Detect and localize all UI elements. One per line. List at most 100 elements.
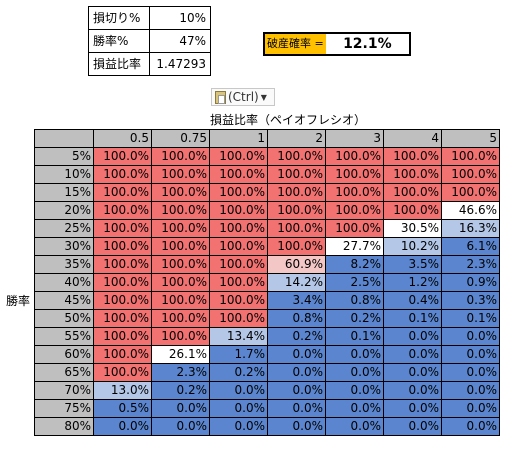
table-cell[interactable]: 13.0% (93, 381, 152, 400)
row-header[interactable]: 70% (34, 381, 94, 400)
table-cell[interactable]: 0.0% (441, 345, 500, 364)
table-cell[interactable]: 14.2% (267, 273, 326, 292)
table-cell[interactable]: 100.0% (93, 291, 152, 310)
table-cell[interactable]: 100.0% (209, 183, 268, 202)
table-cell[interactable]: 0.0% (325, 345, 384, 364)
ruin-probability-box[interactable]: 破産確率 = 12.1% (263, 32, 411, 56)
table-cell[interactable]: 0.2% (151, 381, 210, 400)
table-cell[interactable]: 100.0% (93, 201, 152, 220)
table-cell[interactable]: 100.0% (209, 255, 268, 274)
table-cell[interactable]: 100.0% (93, 345, 152, 364)
table-cell[interactable]: 100.0% (267, 219, 326, 238)
table-cell[interactable]: 2.3% (151, 363, 210, 382)
table-cell[interactable]: 100.0% (151, 327, 210, 346)
column-header[interactable]: 5 (441, 129, 500, 148)
table-cell[interactable]: 100.0% (93, 255, 152, 274)
row-header[interactable]: 25% (34, 219, 94, 238)
table-cell[interactable]: 30.5% (383, 219, 442, 238)
row-header[interactable]: 15% (34, 183, 94, 202)
table-cell[interactable]: 27.7% (325, 237, 384, 256)
row-header[interactable]: 65% (34, 363, 94, 382)
row-header[interactable]: 10% (34, 165, 94, 184)
table-cell[interactable]: 0.0% (209, 381, 268, 400)
row-header[interactable]: 75% (34, 399, 94, 418)
table-cell[interactable]: 0.2% (325, 309, 384, 328)
table-cell[interactable]: 1.7% (209, 345, 268, 364)
param-label[interactable]: 損益比率 (88, 52, 150, 76)
table-cell[interactable]: 100.0% (325, 165, 384, 184)
table-cell[interactable]: 100.0% (267, 201, 326, 220)
table-cell[interactable]: 8.2% (325, 255, 384, 274)
table-cell[interactable]: 26.1% (151, 345, 210, 364)
table-cell[interactable]: 100.0% (325, 183, 384, 202)
column-header[interactable]: 0.5 (93, 129, 152, 148)
table-cell[interactable]: 0.9% (441, 273, 500, 292)
table-cell[interactable]: 100.0% (383, 147, 442, 166)
table-cell[interactable]: 100.0% (267, 183, 326, 202)
table-cell[interactable]: 0.0% (441, 417, 500, 436)
table-cell[interactable]: 100.0% (151, 309, 210, 328)
param-label[interactable]: 勝率% (88, 29, 150, 53)
table-cell[interactable]: 100.0% (209, 147, 268, 166)
table-cell[interactable]: 100.0% (93, 273, 152, 292)
table-cell[interactable]: 0.0% (383, 381, 442, 400)
table-cell[interactable]: 0.1% (325, 327, 384, 346)
column-header[interactable]: 4 (383, 129, 442, 148)
column-header[interactable]: 0.75 (151, 129, 210, 148)
table-cell[interactable]: 100.0% (151, 165, 210, 184)
param-value[interactable]: 10% (149, 6, 211, 30)
table-cell[interactable]: 0.0% (383, 345, 442, 364)
table-cell[interactable]: 0.0% (441, 363, 500, 382)
table-cell[interactable]: 0.2% (267, 327, 326, 346)
table-cell[interactable]: 0.0% (325, 363, 384, 382)
table-cell[interactable]: 100.0% (151, 147, 210, 166)
table-cell[interactable]: 0.0% (383, 417, 442, 436)
table-cell[interactable]: 100.0% (441, 183, 500, 202)
table-cell[interactable]: 0.1% (441, 309, 500, 328)
table-cell[interactable]: 1.2% (383, 273, 442, 292)
table-cell[interactable]: 100.0% (93, 363, 152, 382)
table-cell[interactable]: 100.0% (325, 219, 384, 238)
row-header[interactable]: 40% (34, 273, 94, 292)
param-value[interactable]: 47% (149, 29, 211, 53)
table-cell[interactable]: 100.0% (441, 165, 500, 184)
column-header[interactable]: 2 (267, 129, 326, 148)
table-cell[interactable]: 100.0% (209, 201, 268, 220)
row-header[interactable]: 80% (34, 417, 94, 436)
table-cell[interactable]: 100.0% (151, 183, 210, 202)
table-cell[interactable]: 46.6% (441, 201, 500, 220)
table-cell[interactable]: 100.0% (151, 219, 210, 238)
row-header[interactable]: 20% (34, 201, 94, 220)
table-cell[interactable]: 0.5% (93, 399, 152, 418)
table-cell[interactable]: 100.0% (209, 237, 268, 256)
table-cell[interactable]: 0.0% (151, 417, 210, 436)
table-cell[interactable]: 100.0% (383, 165, 442, 184)
table-cell[interactable]: 0.0% (267, 417, 326, 436)
table-cell[interactable]: 0.1% (383, 309, 442, 328)
table-cell[interactable]: 0.0% (441, 381, 500, 400)
table-cell[interactable]: 0.0% (267, 345, 326, 364)
table-cell[interactable]: 0.0% (93, 417, 152, 436)
table-cell[interactable]: 0.0% (267, 381, 326, 400)
row-header[interactable]: 5% (34, 147, 94, 166)
table-cell[interactable]: 0.2% (209, 363, 268, 382)
table-cell[interactable]: 100.0% (151, 237, 210, 256)
table-cell[interactable]: 0.0% (383, 363, 442, 382)
table-cell[interactable]: 100.0% (325, 147, 384, 166)
table-cell[interactable]: 100.0% (267, 147, 326, 166)
param-value[interactable]: 1.47293 (149, 52, 211, 76)
table-cell[interactable]: 0.3% (441, 291, 500, 310)
table-cell[interactable]: 2.5% (325, 273, 384, 292)
table-cell[interactable]: 100.0% (325, 201, 384, 220)
table-cell[interactable]: 100.0% (93, 237, 152, 256)
table-cell[interactable]: 0.4% (383, 291, 442, 310)
table-cell[interactable]: 100.0% (151, 273, 210, 292)
table-cell[interactable]: 100.0% (209, 273, 268, 292)
table-cell[interactable]: 16.3% (441, 219, 500, 238)
table-cell[interactable]: 100.0% (93, 147, 152, 166)
table-cell[interactable]: 13.4% (209, 327, 268, 346)
param-label[interactable]: 損切り% (88, 6, 150, 30)
table-cell[interactable]: 100.0% (93, 165, 152, 184)
table-cell[interactable]: 0.0% (209, 417, 268, 436)
table-cell[interactable]: 0.0% (383, 399, 442, 418)
